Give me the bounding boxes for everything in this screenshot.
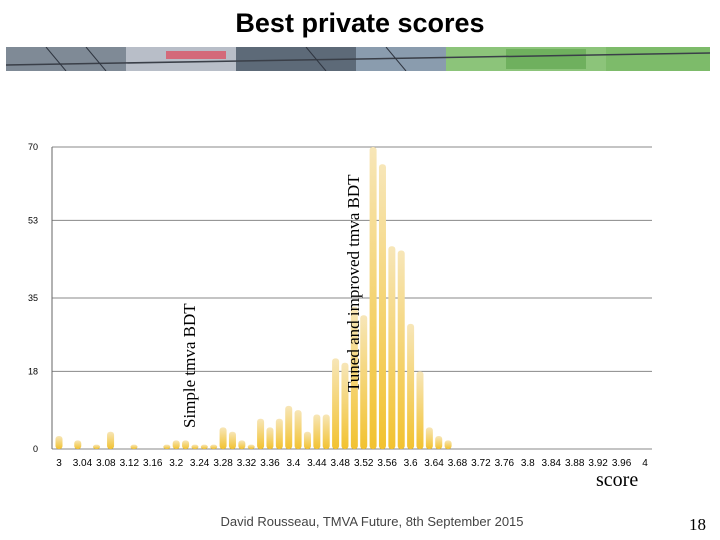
x-tick-label: 3.6 [404, 458, 418, 469]
histogram-bar [228, 431, 236, 449]
x-tick-label: 3.52 [354, 458, 374, 469]
histogram-bar [341, 362, 349, 449]
x-tick-label: 3.96 [612, 458, 632, 469]
histogram-bar [219, 427, 227, 449]
histogram-bar [360, 315, 368, 449]
histogram-bar [397, 250, 405, 449]
histogram-bar [435, 436, 443, 449]
histogram-bar [378, 164, 386, 449]
histogram-bar [247, 444, 255, 449]
footer-credit: David Rousseau, TMVA Future, 8th Septemb… [220, 514, 524, 529]
histogram-bar [444, 440, 452, 449]
x-tick-label: 3.72 [471, 458, 491, 469]
histogram-bar [322, 414, 330, 449]
x-tick-label: 3.92 [588, 458, 608, 469]
annotation-simple-bdt: Simple tmva BDT [180, 303, 199, 428]
x-tick-label: 3.32 [237, 458, 257, 469]
x-tick-label: 3.48 [331, 458, 351, 469]
detector-banner-image [6, 47, 710, 71]
histogram-bar [200, 444, 208, 449]
histogram-bar [275, 418, 283, 449]
x-axis-label: score [596, 469, 639, 491]
y-tick-label: 35 [28, 293, 38, 303]
histogram-bar [74, 440, 82, 449]
histogram-bar [93, 444, 101, 449]
histogram-bar [425, 427, 433, 449]
x-tick-label: 3.36 [260, 458, 280, 469]
histogram-bar [210, 444, 218, 449]
histogram-bar [303, 431, 311, 449]
y-tick-label: 70 [28, 142, 38, 152]
x-tick-label: 3.16 [143, 458, 163, 469]
x-tick-label: 3.04 [73, 458, 93, 469]
histogram-bar [313, 414, 321, 449]
x-tick-label: 3.76 [495, 458, 515, 469]
annotation-tuned-bdt: Tuned and improved tmva BDT [344, 174, 363, 392]
y-tick-label: 0 [33, 444, 38, 454]
histogram-bar [238, 440, 246, 449]
x-tick-label: 3 [56, 458, 62, 469]
histogram-bar [266, 427, 274, 449]
slide-title: Best private scores [235, 8, 485, 38]
x-tick-label: 3.2 [169, 458, 183, 469]
x-tick-label: 3.68 [448, 458, 468, 469]
x-tick-label: 3.12 [120, 458, 140, 469]
histogram-bar [294, 410, 302, 449]
y-tick-label: 53 [28, 215, 38, 225]
x-tick-label: 3.56 [377, 458, 397, 469]
page-number: 18 [689, 515, 706, 534]
x-tick-label: 3.4 [286, 458, 300, 469]
x-tick-label: 3.24 [190, 458, 210, 469]
histogram-bar [416, 371, 424, 449]
histogram-bar [107, 431, 115, 449]
histogram-bar [407, 323, 415, 449]
x-tick-label: 3.28 [213, 458, 233, 469]
histogram-bar [257, 418, 265, 449]
histogram-bar [182, 440, 190, 449]
histogram-bar [55, 436, 63, 449]
x-tick-label: 3.8 [521, 458, 535, 469]
histogram-bar [332, 358, 340, 449]
histogram-bar [163, 444, 171, 449]
x-tick-label: 4 [642, 458, 648, 469]
x-tick-label: 3.44 [307, 458, 327, 469]
histogram-bar [191, 444, 199, 449]
x-tick-label: 3.84 [542, 458, 562, 469]
histogram-bar [350, 306, 358, 449]
histogram-bar [130, 444, 138, 449]
histogram-bar [388, 246, 396, 449]
histogram-bar [172, 440, 180, 449]
y-tick-label: 18 [28, 366, 38, 376]
x-tick-label: 3.88 [565, 458, 585, 469]
histogram-bar [369, 147, 377, 449]
x-tick-label: 3.64 [424, 458, 444, 469]
histogram-bar [285, 405, 293, 449]
x-tick-label: 3.08 [96, 458, 116, 469]
